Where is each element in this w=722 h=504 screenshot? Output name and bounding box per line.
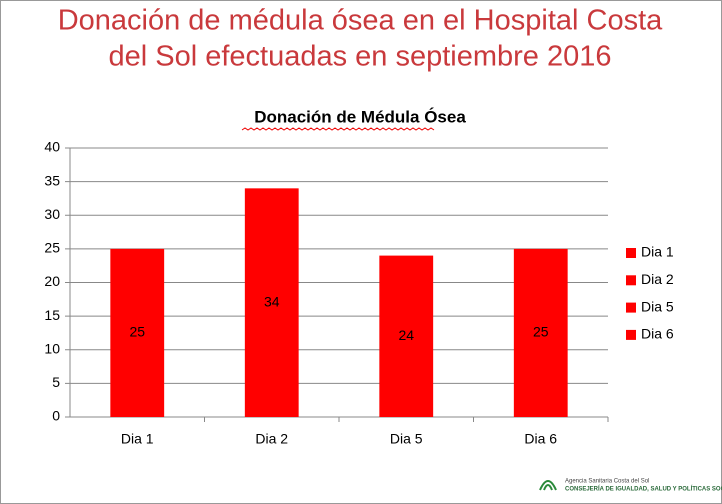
legend-swatch [626,329,636,340]
y-tick-label: 20 [44,273,60,289]
x-tick-label: Dia 6 [524,431,557,447]
y-tick-label: 0 [52,408,60,424]
slide-title: del Sol efectuadas en septiembre 2016 [108,41,611,73]
bar [244,188,299,417]
data-label: 34 [264,293,280,309]
x-tick-label: Dia 1 [121,431,154,447]
logo-icon [539,480,557,491]
logo: Agencia Sanitaria Costa del Sol CONSEJER… [539,479,722,493]
x-tick-label: Dia 5 [390,431,423,447]
y-tick-label: 35 [44,172,60,188]
logo-text: CONSEJERÍA DE IGUALDAD, SALUD Y POLÍTICA… [565,485,722,493]
spellcheck-underline [241,127,435,131]
legend-swatch [626,275,636,286]
legend-label: Dia 2 [641,271,674,287]
y-tick-label: 5 [52,374,60,390]
bar [513,248,568,417]
chart-title: Donación de Médula Ósea [254,107,466,126]
y-tick-label: 30 [44,206,60,222]
y-tick-label: 40 [44,139,60,155]
data-label: 25 [533,324,549,340]
bar [110,248,165,417]
legend-swatch [626,302,636,313]
legend-label: Dia 5 [641,298,674,314]
legend-swatch [626,248,636,258]
bar [379,255,434,417]
y-tick-label: 25 [44,240,60,256]
data-label: 25 [129,324,145,340]
slide-title: Donación de médula ósea en el Hospital C… [58,5,663,37]
legend-label: Dia 6 [641,326,674,342]
data-label: 24 [398,327,414,343]
x-tick-label: Dia 2 [255,431,288,447]
y-tick-label: 10 [44,340,60,356]
logo-text: Agencia Sanitaria Costa del Sol [565,479,649,485]
legend-label: Dia 1 [641,244,674,260]
y-tick-label: 15 [44,307,60,323]
